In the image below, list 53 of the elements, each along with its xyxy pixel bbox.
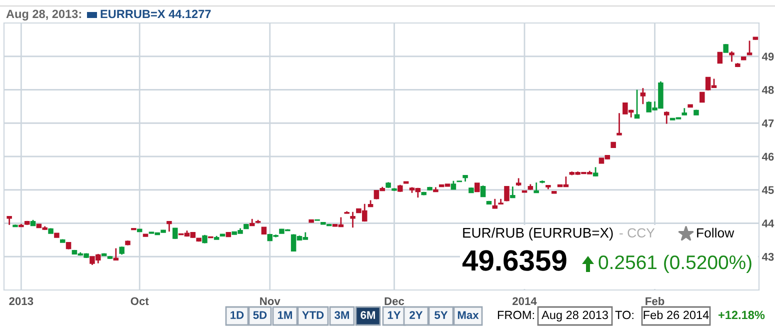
y-tick-label: 48: [762, 86, 774, 94]
text: Aug 28 2013: [542, 310, 608, 322]
candlestick: [664, 110, 670, 124]
text: Feb 26 2014: [644, 310, 709, 320]
x-tick-label: Oct: [130, 297, 149, 306]
y-tick-label: 47: [762, 120, 774, 128]
y-tick-label: 43: [762, 252, 774, 261]
y-tick-label: 49: [762, 52, 774, 61]
candlestick: [700, 92, 705, 103]
annotation: - CCY: [620, 228, 655, 238]
candlestick: [492, 198, 498, 210]
candlestick: [534, 182, 539, 194]
annotation: 49.6359: [462, 250, 566, 271]
text: 6M: [360, 311, 375, 319]
x-tick-label: Nov: [260, 297, 280, 306]
candlestick: [592, 166, 598, 177]
text: Aug 28, 2013:: [6, 10, 81, 20]
candlestick: [640, 87, 646, 105]
candlestick: [504, 186, 510, 202]
candlestick: [729, 50, 734, 62]
candlestick: [746, 40, 752, 56]
text: Max: [458, 311, 479, 319]
candlestick: [172, 227, 178, 240]
x-tick-label: 2014: [512, 297, 537, 306]
text: 5Y: [434, 311, 448, 319]
text: 2Y: [410, 311, 423, 319]
candlestick: [113, 248, 119, 261]
annotation: EUR/RUB (EURRUB=X): [463, 228, 613, 240]
x-tick-label: Dec: [384, 297, 404, 306]
y-tick-label: 45: [762, 186, 774, 194]
candlestick: [510, 186, 516, 199]
candlestick: [634, 89, 640, 120]
candlestick: [350, 211, 356, 228]
text: 1Y: [388, 311, 401, 319]
text: EURRUB=X 44.1277: [100, 10, 211, 18]
text: +12.18%: [718, 310, 765, 320]
x-tick-label: 2013: [9, 297, 34, 306]
x-tick-label: Feb: [646, 296, 664, 306]
text: 5D: [253, 311, 267, 319]
text: 1M: [278, 311, 292, 319]
candlestick: [616, 112, 622, 136]
y-tick-label: 46: [762, 152, 774, 161]
annotation: Follow: [697, 228, 734, 238]
text: 1D: [230, 311, 244, 319]
annotation: 0.2561 (0.5200%): [598, 254, 752, 274]
y-tick-label: 44: [762, 220, 774, 228]
text: 3M: [334, 311, 349, 319]
text: FROM:: [498, 310, 534, 320]
text: YTD: [302, 311, 324, 319]
candlestick: [480, 184, 486, 198]
text: TO:: [615, 310, 634, 320]
candlestick: [166, 220, 172, 232]
candlestick: [717, 52, 723, 64]
